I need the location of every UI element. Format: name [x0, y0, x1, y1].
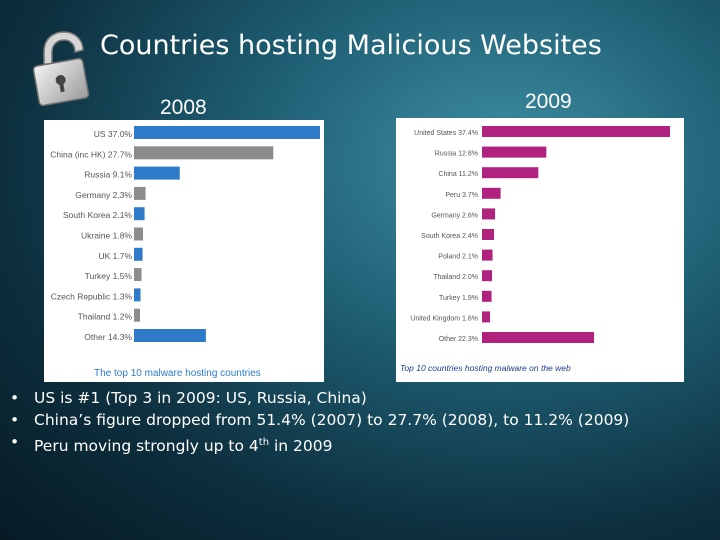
- chart-2008: US 37.0% China (inc HK) 27.7% Russia 9.1% G…: [50, 126, 320, 379]
- chart-2009-bar: [482, 229, 495, 240]
- year-label-2009: 2009: [525, 90, 572, 113]
- chart-2009-category-label: China 11.2%: [438, 171, 478, 178]
- chart-2009-bar: [482, 167, 539, 179]
- chart-2009-category-label: Russia 12.8%: [435, 151, 478, 158]
- chart-2009-category-label: Other 22.3%: [439, 336, 478, 343]
- year-label-2008: 2008: [160, 96, 207, 119]
- chart-2009-bar: [482, 249, 493, 261]
- chart-2009-category-label: United States 37.4%: [414, 130, 478, 137]
- chart-2009-bar: [482, 290, 492, 302]
- chart-2008-category-label: Germany 2.3%: [75, 190, 132, 200]
- bullet-item: • China’s figure dropped from 51.4% (200…: [10, 410, 650, 431]
- chart-2008-bar: [134, 247, 143, 261]
- chart-2008-category-label: Thailand 1.2%: [78, 312, 133, 322]
- slide-title: Countries hosting Malicious Websites: [100, 30, 602, 61]
- chart-2009-bar: [482, 270, 493, 282]
- chart-2009-category-label: Germany 2.6%: [431, 212, 478, 219]
- chart-2009-category-label: Thailand 2.0%: [433, 274, 478, 281]
- chart-2008-bar: [134, 207, 145, 221]
- chart-2008-category-label: China (inc HK) 27.7%: [50, 149, 132, 159]
- bullet-text-tail: in 2009: [269, 437, 333, 456]
- chart-2008-title: The top 10 malware hosting countries: [94, 368, 261, 379]
- chart-2009-bar: [482, 332, 595, 343]
- chart-2008-bar: [134, 146, 274, 160]
- chart-2009-bar: [482, 208, 496, 220]
- chart-2008-category-label: Ukraine 1.8%: [81, 231, 132, 241]
- chart-2008-bar: [134, 186, 146, 200]
- bullet-text: China’s figure dropped from 51.4% (2007)…: [34, 411, 630, 429]
- bullet-superscript: th: [258, 437, 270, 448]
- chart-2009-category-label: Poland 2.1%: [438, 254, 478, 261]
- chart-2009-bar: [482, 126, 670, 137]
- chart-2008-bar: [134, 288, 141, 302]
- chart-2009-bar: [482, 311, 491, 323]
- chart-2008-category-label: US 37.0%: [94, 129, 133, 139]
- chart-2008-bar: [134, 227, 144, 241]
- bullet-dot: •: [10, 433, 20, 451]
- chart-2009-bar: [482, 187, 501, 199]
- chart-2008-panel: US 37.0% China (inc HK) 27.7% Russia 9.1% G…: [44, 120, 324, 382]
- chart-2008-category-label: Russia 9.1%: [84, 170, 132, 180]
- chart-2009-category-label: Turkey 1.9%: [439, 295, 478, 302]
- padlock-icon: [32, 31, 90, 106]
- bullet-item: • Peru moving strongly up to 4th in 2009: [10, 432, 650, 457]
- chart-2008-category-label: Czech Republic 1.3%: [51, 291, 133, 301]
- chart-2009-category-label: Peru 3.7%: [445, 192, 478, 199]
- chart-2009-category-label: United Kingdom 1.6%: [410, 315, 478, 322]
- chart-2009-bar: [482, 146, 547, 158]
- chart-2008-category-label: Turkey 1.5%: [85, 271, 133, 281]
- bullet-dot: •: [10, 411, 20, 429]
- bullet-list: • US is #1 (Top 3 in 2009: US, Russia, C…: [10, 388, 650, 458]
- chart-2008-bar: [134, 166, 180, 180]
- bullet-text: US is #1 (Top 3 in 2009: US, Russia, Chi…: [34, 389, 367, 407]
- chart-2009-title: Top 10 countries hosting malware on the …: [400, 363, 571, 373]
- bullet-text: Peru moving strongly up to 4: [34, 437, 259, 456]
- chart-2008-bar: [134, 126, 320, 139]
- chart-2008-bar: [134, 268, 142, 282]
- bullet-item: • US is #1 (Top 3 in 2009: US, Russia, C…: [10, 388, 650, 409]
- bullet-dot: •: [10, 389, 20, 407]
- chart-2009: United States 37.4% Russia 12.8% China 11.…: [400, 126, 670, 373]
- chart-2008-category-label: UK 1.7%: [98, 251, 132, 261]
- chart-2008-category-label: Other 14.3%: [84, 332, 132, 342]
- chart-2009-panel: United States 37.4% Russia 12.8% China 11.…: [396, 118, 684, 382]
- chart-2008-bar: [134, 308, 141, 322]
- chart-2008-bar: [134, 329, 206, 342]
- chart-2009-category-label: South Korea 2.4%: [421, 233, 478, 240]
- chart-2008-category-label: South Korea 2.1%: [63, 210, 132, 220]
